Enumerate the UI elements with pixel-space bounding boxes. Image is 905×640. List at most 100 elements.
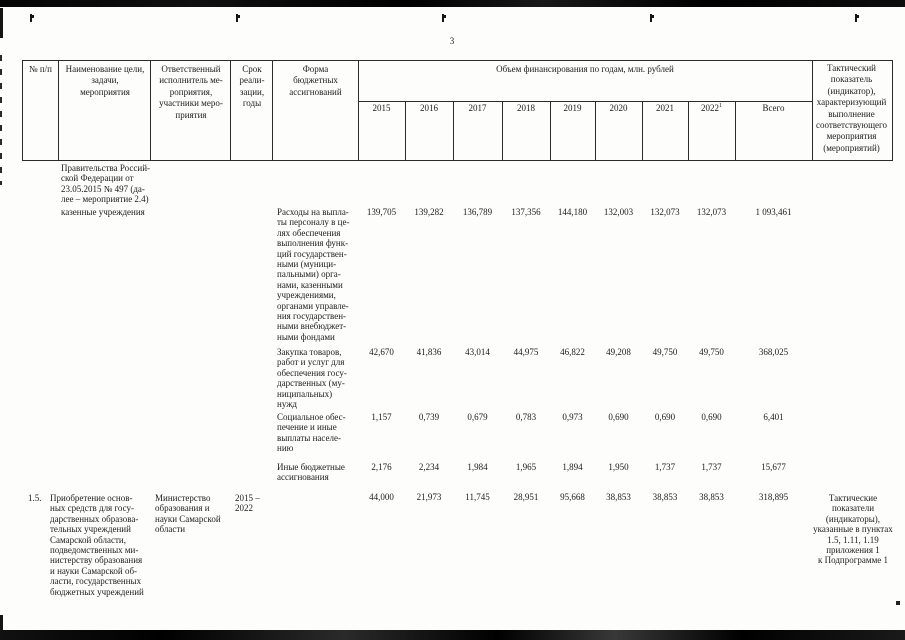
amount-cell: 0,679	[467, 412, 488, 422]
amount-cell: 2,176	[371, 462, 392, 472]
amount-row: 44,000 21,973 11,745 28,951 95,668 38,853 38,8…	[358, 492, 812, 502]
header-year: 2015	[372, 103, 391, 113]
scan-band-top	[0, 0, 905, 7]
header-col-num: № п/п	[29, 64, 52, 74]
scan-speck	[896, 601, 900, 605]
amount-cell: 44,000	[369, 492, 394, 502]
amount-cell: 2,234	[418, 462, 440, 472]
header-year: 2020	[609, 103, 628, 113]
amount-cell: 137,356	[511, 207, 541, 217]
amount-cell: 6,401	[763, 412, 784, 422]
year-row-divider	[358, 101, 812, 102]
amount-cell: 1,984	[467, 462, 488, 472]
column-divider	[230, 61, 231, 160]
form-cell: Иные бюджетные ассигнования	[277, 462, 345, 483]
amount-cell: 144,180	[557, 207, 588, 217]
footnote-marker: 1	[719, 103, 722, 109]
scan-edge-left	[0, 8, 3, 38]
table-header-box	[22, 60, 893, 161]
scan-edge-left	[0, 55, 2, 185]
amount-cell: 132,073	[696, 207, 727, 217]
amount-cell: 15,677	[761, 462, 786, 472]
header-year: 2017	[468, 103, 487, 113]
amount-row: 2,176 2,234 1,984 1,965 1,894 1,950 1,737 1,737…	[358, 462, 812, 472]
amount-cell: 132,073	[650, 207, 680, 217]
header-year: 20221	[688, 100, 735, 113]
form-cell: Расходы на выпла- ты персоналу в це- лях…	[277, 207, 350, 342]
amount-cell: 318,895	[758, 492, 789, 502]
column-divider	[358, 61, 359, 160]
amount-cell: 132,003	[603, 207, 634, 217]
amount-cell: 44,975	[513, 347, 539, 357]
amount-cell: 49,750	[652, 347, 678, 357]
amount-cell: 0,690	[654, 412, 676, 422]
column-divider	[812, 61, 813, 160]
amount-row: 42,670 41,836 43,014 44,975 46,822 49,208 49,7…	[358, 347, 812, 357]
amount-cell: 1 093,461	[755, 207, 792, 217]
header-col-form: Форма бюджетных ассигнований	[289, 64, 342, 97]
year-divider	[453, 101, 454, 160]
amount-cell: 49,208	[606, 347, 631, 357]
header-col-name: Наименование цели, задачи, мероприятия	[65, 64, 145, 97]
year-divider	[595, 101, 596, 160]
amount-cell: 0,739	[418, 412, 440, 422]
amount-cell: 49,750	[699, 347, 724, 357]
header-col-executor: Ответственный исполнитель ме- роприятия,…	[159, 64, 223, 120]
row-1-5-name: Приобретение основ- ных средств для госу…	[50, 493, 144, 597]
participants-text: казенные учреждения	[61, 207, 145, 217]
year-divider	[688, 101, 689, 160]
amount-cell: 139,282	[414, 207, 444, 217]
amount-cell: 1,737	[701, 462, 722, 472]
amount-cell: 1,950	[608, 462, 629, 472]
row-1-5-indicator: Тактические показатели (индикаторы), ука…	[813, 493, 893, 566]
header-year-total: Всего	[762, 103, 785, 113]
amount-cell: 46,822	[560, 347, 585, 357]
registration-mark	[442, 14, 446, 22]
amount-cell: 38,853	[606, 492, 631, 502]
row-1-5-number: 1.5.	[28, 493, 42, 503]
registration-mark	[650, 14, 654, 22]
scan-band-bottom	[0, 630, 905, 640]
registration-mark	[236, 14, 240, 22]
amount-cell: 1,157	[371, 412, 392, 422]
header-year-label: 2022	[701, 103, 719, 113]
amount-cell: 95,668	[560, 492, 585, 502]
amount-cell: 41,836	[416, 347, 442, 357]
amount-cell: 1,965	[515, 462, 537, 472]
scan-edge-left	[0, 615, 3, 631]
amount-cell: 38,853	[699, 492, 724, 502]
amount-cell: 0,690	[608, 412, 629, 422]
registration-mark	[855, 14, 859, 22]
year-divider	[550, 101, 551, 160]
column-divider	[272, 61, 273, 160]
form-cell: Закупка товаров, работ и услуг для обесп…	[277, 347, 347, 410]
amount-row: 139,705 139,282 136,789 137,356 144,180 132,0…	[358, 207, 812, 217]
row-1-5-executor: Министерство образования и науки Самарск…	[155, 493, 221, 535]
amount-cell: 42,670	[369, 347, 394, 357]
header-col-indicator: Тактический показатель (индикатор), хара…	[815, 63, 888, 153]
amount-cell: 11,745	[465, 492, 490, 502]
amount-cell: 368,025	[758, 347, 789, 357]
amount-cell: 38,853	[652, 492, 678, 502]
row-1-5-period: 2015 – 2022	[235, 493, 260, 514]
header-col-period: Срок реали- зации, годы	[239, 64, 265, 109]
amount-cell: 1,737	[654, 462, 676, 472]
header-funding-group: Объем финансирования по годам, млн. рубл…	[496, 64, 674, 74]
amount-cell: 43,014	[465, 347, 490, 357]
amount-cell: 21,973	[416, 492, 442, 502]
amount-cell: 139,705	[366, 207, 397, 217]
amount-cell: 0,973	[562, 412, 583, 422]
form-cell: Социальное обес- печение и иные выплаты …	[277, 412, 346, 454]
amount-cell: 28,951	[513, 492, 539, 502]
amount-row: 1,157 0,739 0,679 0,783 0,973 0,690 0,690 0,690…	[358, 412, 812, 422]
year-headers: 2015 2016 2017 2018 2019 2020 2021 20221…	[358, 100, 812, 113]
header-year: 2019	[563, 103, 582, 113]
header-year: 2021	[656, 103, 674, 113]
year-divider	[405, 101, 406, 160]
year-divider	[735, 101, 736, 160]
column-divider	[58, 61, 59, 160]
page-number: 3	[449, 36, 455, 46]
column-divider	[150, 61, 151, 160]
amount-cell: 1,894	[562, 462, 583, 472]
